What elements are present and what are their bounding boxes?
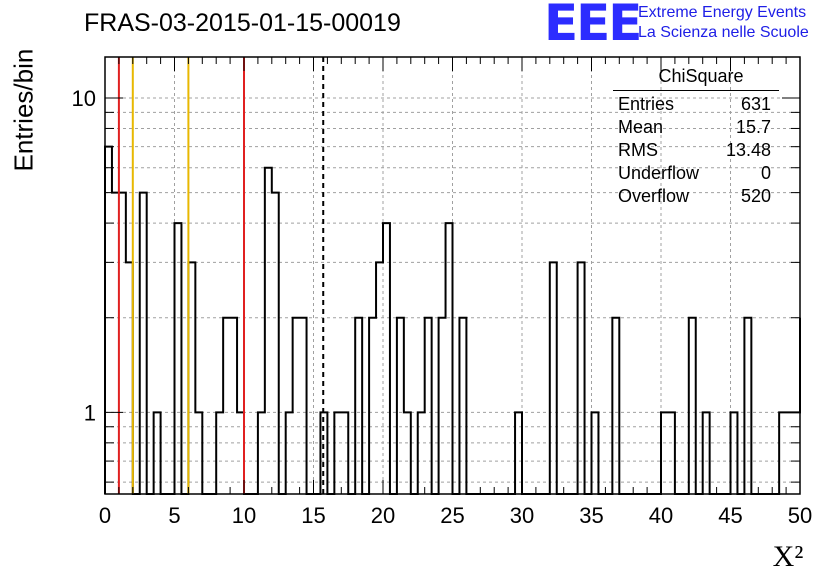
stats-row-rms: RMS 13.48	[613, 138, 779, 161]
stats-row-entries: Entries 631	[613, 92, 779, 115]
stats-row-mean: Mean 15.7	[613, 115, 779, 138]
x-tick-label: 0	[99, 503, 111, 528]
stats-label: Overflow	[618, 186, 690, 206]
histogram-bin	[223, 318, 230, 494]
stats-label: Mean	[618, 117, 664, 137]
histogram-bin	[369, 318, 376, 494]
histogram-bin	[188, 262, 195, 494]
y-tick-label: 10	[72, 86, 96, 111]
chart-title: FRAS-03-2015-01-15-00019	[84, 9, 401, 37]
histogram-bin	[744, 318, 751, 494]
y-tick-label: 1	[84, 400, 96, 425]
eee-logo: EEE	[544, 0, 642, 52]
stats-value: 0	[760, 163, 771, 183]
histogram-bin	[425, 318, 432, 494]
logo-subtitle-1: Extreme Energy Events	[638, 4, 807, 21]
grid-lines	[105, 57, 800, 494]
x-tick-label: 40	[649, 503, 673, 528]
x-tick-label: 20	[371, 503, 395, 528]
stats-value: 631	[740, 94, 771, 114]
x-tick-label: 30	[510, 503, 534, 528]
y-axis-label: Entries/bin	[8, 48, 39, 172]
x-tick-label: 5	[168, 503, 180, 528]
stats-label: RMS	[618, 140, 658, 160]
stats-row-underflow: Underflow 0	[613, 161, 779, 184]
stats-label: Entries	[618, 94, 675, 114]
histogram-bin	[293, 318, 300, 494]
histogram-bin	[689, 318, 696, 494]
histogram-bin	[105, 147, 112, 494]
histogram-bin	[230, 318, 237, 494]
histogram-bin	[578, 262, 585, 494]
histogram-bin	[459, 318, 466, 494]
marker-lines	[117, 57, 325, 494]
histogram-bin	[439, 318, 446, 494]
y-axis-ticks: 1 10	[72, 86, 800, 483]
histogram-bin	[355, 318, 362, 494]
x-tick-label: 50	[788, 503, 812, 528]
stats-value: 520	[740, 186, 771, 206]
stats-box-name: ChiSquare	[658, 66, 744, 86]
x-tick-label: 25	[440, 503, 464, 528]
x-axis-label: X²	[773, 540, 804, 572]
x-tick-label: 10	[232, 503, 256, 528]
histogram-bin	[397, 318, 404, 494]
stats-label: Underflow	[618, 163, 700, 183]
stats-rows: Entries 631 Mean 15.7 RMS 13.48 Underflow 0 Over…	[613, 92, 779, 207]
histogram-bin	[126, 262, 133, 494]
histogram-bin	[112, 193, 119, 494]
histogram-bin	[265, 168, 272, 494]
histogram-bin	[446, 223, 453, 494]
histogram-bin	[119, 193, 126, 494]
histogram-bin	[140, 193, 147, 494]
stats-box: ChiSquare Entries 631 Mean 15.7 RMS 13.48 Unde…	[613, 66, 779, 207]
logo-subtitle-2: La Scienza nelle Scuole	[638, 24, 809, 41]
stats-row-overflow: Overflow 520	[613, 184, 779, 207]
histogram-bin	[383, 223, 390, 494]
stats-value: 13.48	[725, 140, 771, 160]
histogram-bin	[376, 262, 383, 494]
histogram-bin	[612, 318, 619, 494]
x-axis-ticks: 0 5 10 15 20 25 30 35 40 45 50	[99, 57, 812, 528]
stats-divider	[613, 90, 779, 91]
histogram-bin	[300, 318, 307, 494]
histogram-bin	[550, 262, 557, 494]
histogram-bin	[272, 193, 279, 494]
stats-value: 15.7	[735, 117, 771, 137]
x-tick-label: 35	[579, 503, 603, 528]
histogram-bin	[175, 223, 182, 494]
x-tick-label: 15	[301, 503, 325, 528]
x-tick-label: 45	[718, 503, 742, 528]
